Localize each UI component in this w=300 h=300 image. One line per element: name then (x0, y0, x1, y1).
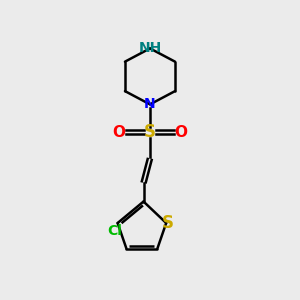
Text: O: O (174, 125, 188, 140)
Text: S: S (144, 123, 156, 141)
Text: N: N (144, 98, 156, 111)
Text: Cl: Cl (107, 224, 122, 238)
Text: NH: NH (138, 41, 162, 56)
Text: O: O (112, 125, 126, 140)
Text: S: S (162, 214, 174, 232)
